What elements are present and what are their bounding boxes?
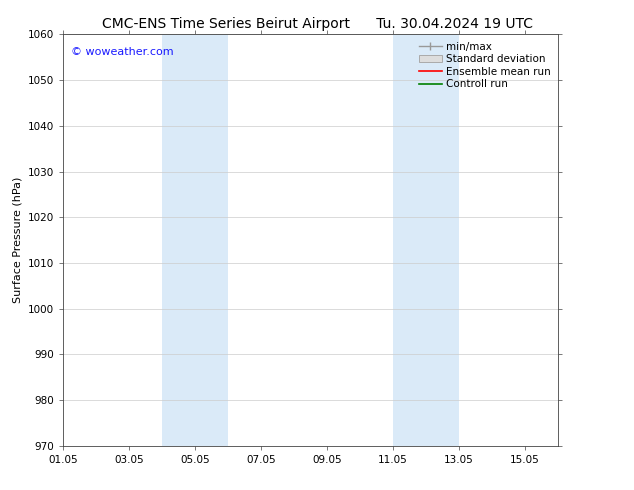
Bar xyxy=(162,34,228,446)
Text: © woweather.com: © woweather.com xyxy=(71,47,174,57)
Legend: min/max, Standard deviation, Ensemble mean run, Controll run: min/max, Standard deviation, Ensemble me… xyxy=(417,40,553,92)
Text: CMC-ENS Time Series Beirut Airport      Tu. 30.04.2024 19 UTC: CMC-ENS Time Series Beirut Airport Tu. 3… xyxy=(101,17,533,31)
Y-axis label: Surface Pressure (hPa): Surface Pressure (hPa) xyxy=(13,177,23,303)
Bar xyxy=(393,34,459,446)
